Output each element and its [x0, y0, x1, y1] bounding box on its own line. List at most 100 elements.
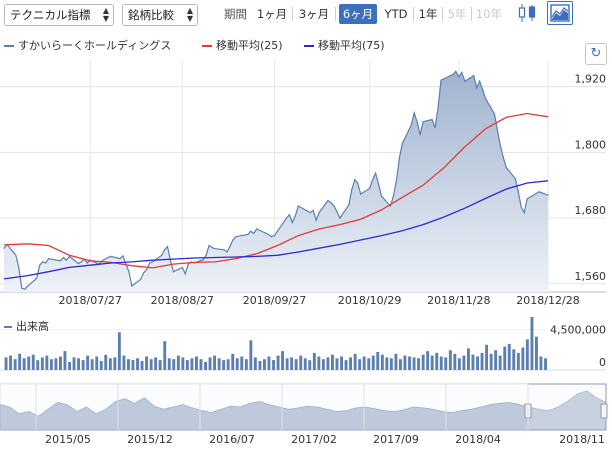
- technical-indicator-select[interactable]: テクニカル指標 ▲ ▼: [4, 4, 114, 26]
- price-area: [4, 71, 548, 292]
- price-point: [369, 187, 371, 190]
- volume-bar: [267, 356, 271, 370]
- legend-swatch: [304, 45, 314, 47]
- volume-bar: [362, 356, 366, 370]
- ma75-line: [3, 180, 549, 280]
- price-point: [285, 217, 287, 219]
- price-point: [202, 259, 204, 261]
- price-point: [455, 70, 457, 72]
- volume-bar: [444, 357, 448, 370]
- volume-bar: [358, 359, 362, 370]
- price-point: [348, 204, 350, 206]
- volume-bar: [167, 358, 171, 370]
- volume-bar: [4, 357, 8, 370]
- volume-bar: [285, 358, 289, 370]
- price-point: [276, 230, 279, 232]
- volume-bar: [176, 355, 180, 370]
- volume-bar: [530, 316, 534, 370]
- price-point: [270, 236, 273, 238]
- price-point: [235, 236, 237, 238]
- volume-bar: [253, 357, 257, 370]
- volume-bar: [394, 353, 398, 370]
- volume-bar: [389, 358, 393, 370]
- price-point: [360, 193, 362, 195]
- volume-bar: [421, 354, 425, 370]
- price-point: [208, 244, 210, 247]
- price-point: [464, 80, 466, 82]
- volume-bar: [403, 355, 407, 370]
- volume-bar: [195, 356, 198, 370]
- price-point: [482, 88, 484, 90]
- reset-zoom-button[interactable]: ↻: [585, 43, 607, 65]
- volume-bar: [457, 358, 461, 370]
- volume-bar: [525, 339, 529, 370]
- area-chart-button[interactable]: [547, 1, 573, 25]
- legend-label-ma75: 移動平均(75): [318, 39, 385, 52]
- volume-bar: [317, 356, 321, 370]
- navigator-tick-label: 2017/02: [291, 433, 337, 446]
- volume-bar: [27, 356, 31, 370]
- volume-bar: [512, 349, 516, 370]
- volume-bar: [131, 360, 135, 370]
- price-point: [27, 285, 29, 287]
- price-point: [107, 256, 109, 259]
- volume-bar: [9, 355, 12, 370]
- volume-bar: [281, 351, 284, 370]
- period-1y-button[interactable]: 1年: [418, 7, 438, 21]
- price-point: [336, 210, 338, 213]
- period-10y-button: 10年: [475, 7, 503, 21]
- divider: [413, 7, 414, 21]
- volume-bar: [181, 357, 185, 370]
- price-point: [77, 262, 79, 265]
- price-point: [45, 262, 47, 264]
- period-1m-button[interactable]: 1ヶ月: [256, 7, 288, 21]
- volume-bar: [86, 355, 90, 370]
- price-point: [250, 230, 252, 232]
- price-point: [131, 285, 133, 287]
- price-point: [223, 249, 225, 251]
- period-ytd-button[interactable]: YTD: [384, 7, 408, 21]
- volume-bar: [108, 358, 112, 370]
- volume-bar: [471, 354, 475, 370]
- volume-bar: [208, 357, 212, 370]
- volume-bar: [49, 359, 53, 370]
- price-point: [128, 271, 130, 273]
- price-point: [172, 271, 174, 273]
- price-point: [485, 98, 487, 100]
- volume-bar: [31, 354, 35, 370]
- price-point: [140, 278, 142, 280]
- price-point: [461, 71, 463, 73]
- volume-bar: [140, 361, 144, 370]
- period-3m-button[interactable]: 3ヶ月: [298, 7, 330, 21]
- volume-bar: [68, 361, 71, 370]
- price-point: [493, 113, 496, 115]
- price-point: [169, 260, 172, 262]
- price-point: [351, 189, 353, 191]
- volume-bar: [344, 360, 348, 370]
- price-point: [229, 245, 231, 248]
- y-tick-label: 1,680: [575, 204, 607, 217]
- price-point: [48, 258, 50, 260]
- legend-item-ma25[interactable]: 移動平均(25): [202, 38, 283, 54]
- period-6m-button[interactable]: 6ヶ月: [339, 4, 377, 24]
- volume-bar: [90, 359, 94, 370]
- volume-label-text: 出来高: [16, 320, 49, 333]
- price-point: [166, 245, 169, 248]
- legend-item-ma75[interactable]: 移動平均(75): [304, 38, 385, 54]
- candlestick-chart-button[interactable]: [515, 1, 541, 25]
- x-tick-label: 2018/11/28: [427, 294, 490, 307]
- volume-bar: [258, 361, 262, 370]
- price-point: [149, 262, 151, 264]
- volume-bar: [240, 356, 244, 370]
- volume-bar: [544, 358, 547, 370]
- price-point: [422, 121, 424, 123]
- volume-bar: [448, 350, 452, 370]
- select-caret-icon: ▲ ▼: [186, 6, 193, 23]
- legend-item-price[interactable]: すかいらーくホールディングス: [4, 38, 171, 54]
- price-point: [36, 277, 38, 279]
- compare-stock-select[interactable]: 銘柄比較 ▲ ▼: [122, 4, 198, 26]
- price-point: [458, 76, 460, 78]
- volume-bar: [272, 360, 275, 370]
- volume-tick-label: 4,500,000: [550, 324, 606, 337]
- legend-label-price: すかいらーくホールディングス: [18, 39, 172, 52]
